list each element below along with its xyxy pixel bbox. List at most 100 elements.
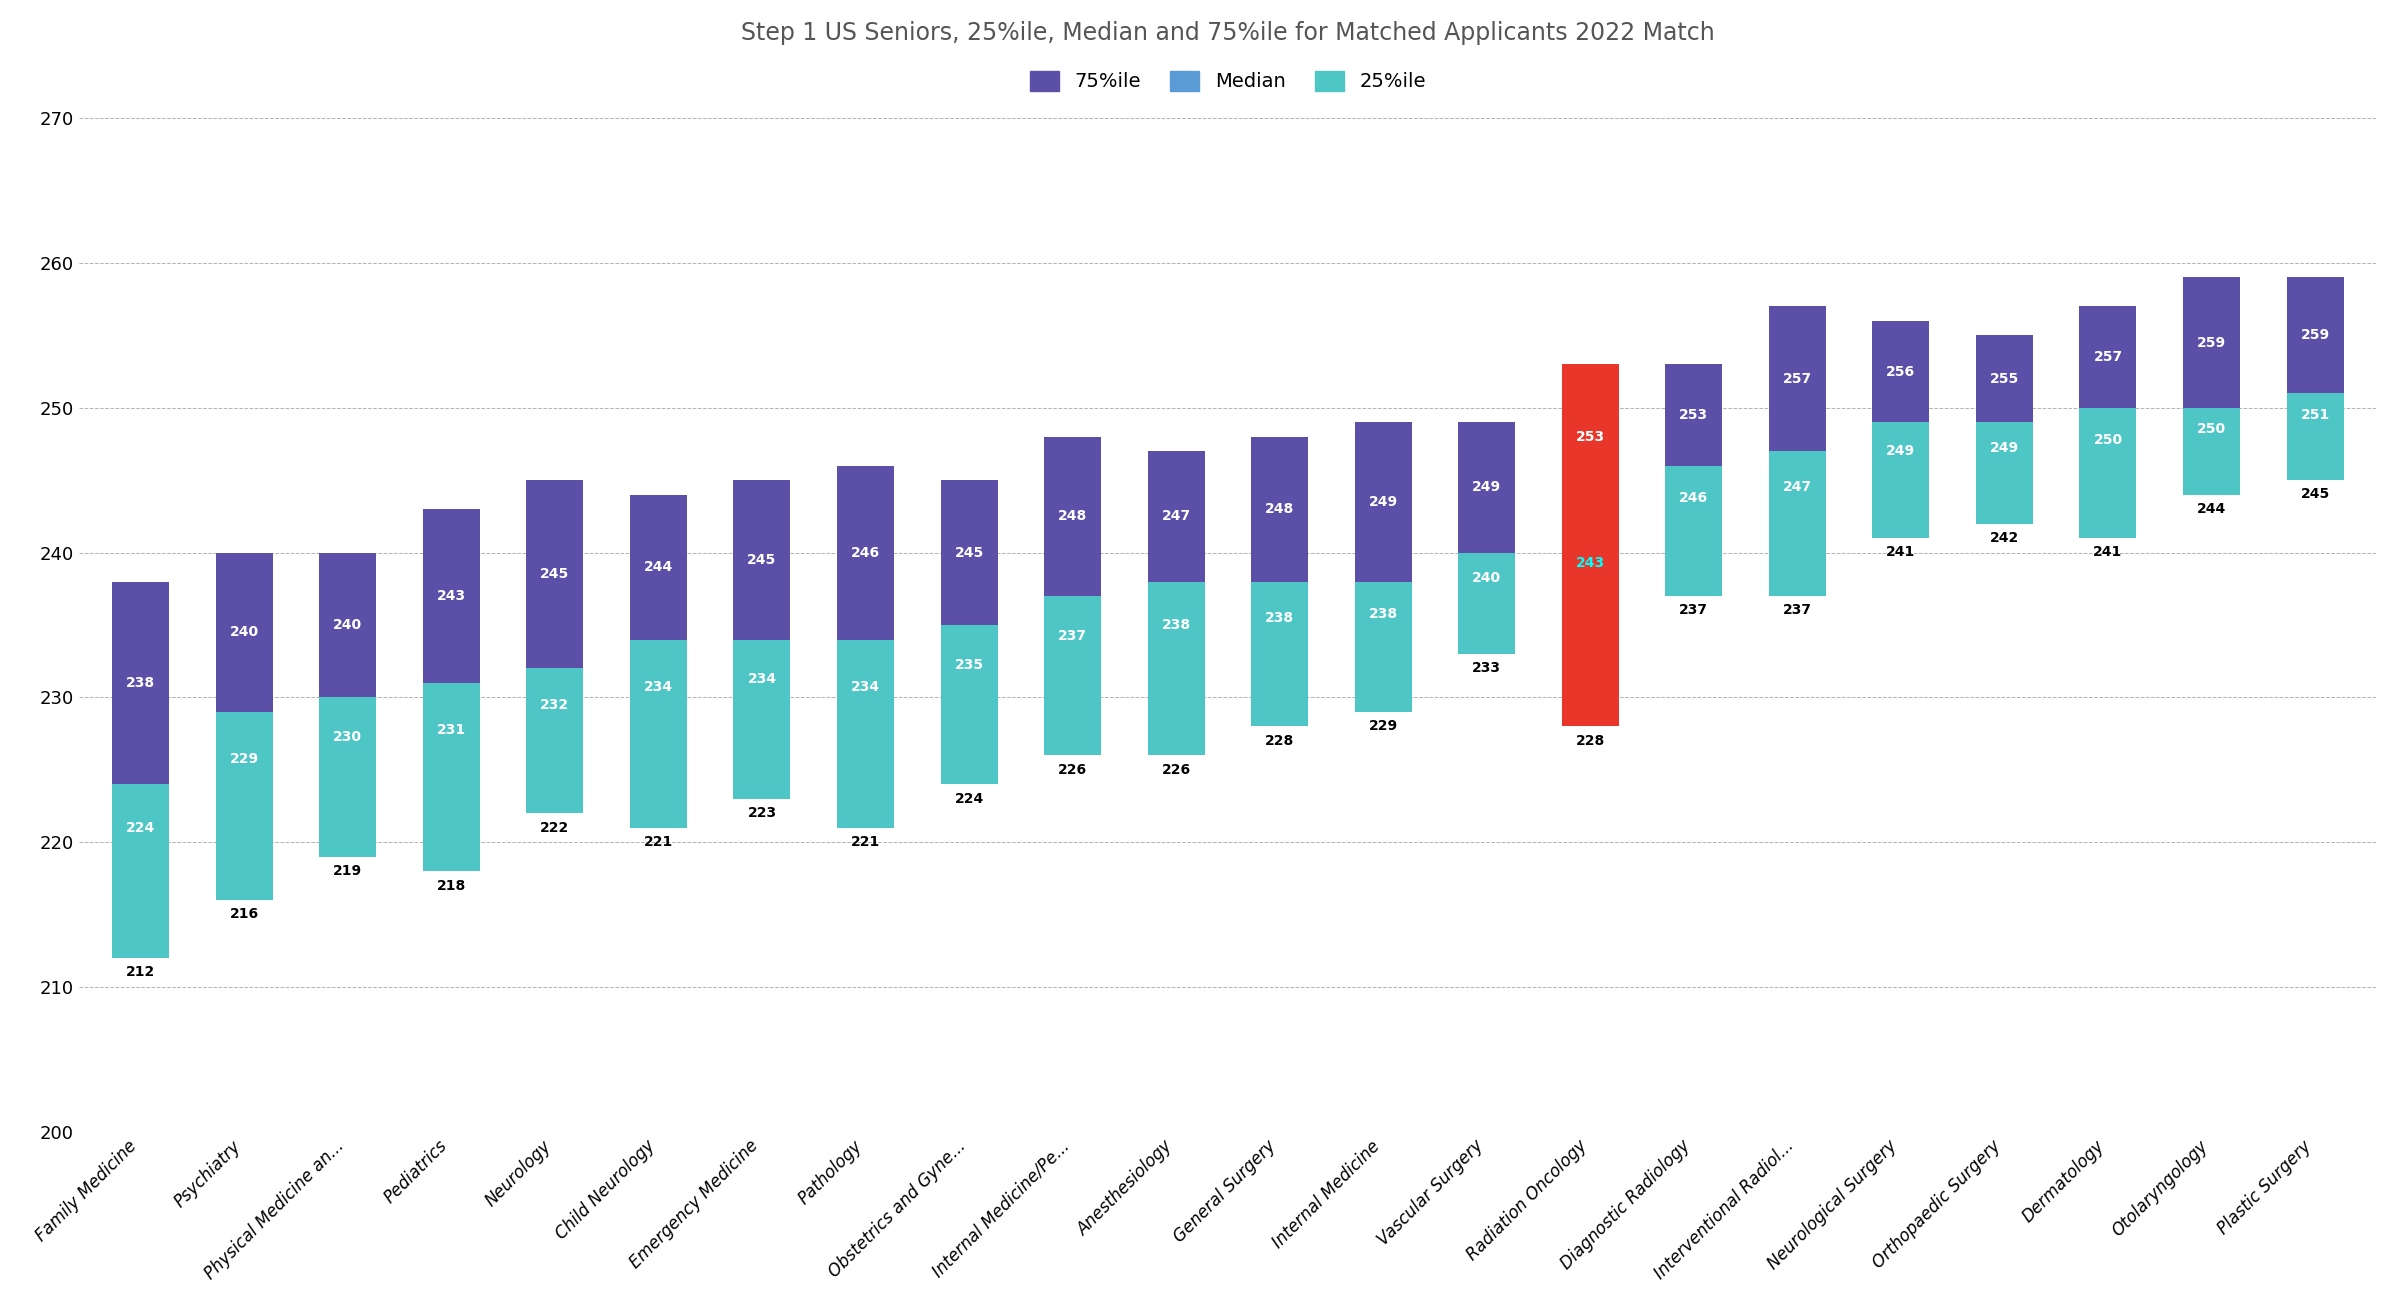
Text: 237: 237	[1058, 629, 1086, 643]
Text: 226: 226	[1058, 763, 1086, 777]
Text: 242: 242	[1990, 531, 2019, 545]
Bar	[2182, 408, 2240, 494]
Bar	[1976, 335, 2034, 422]
Text: 216: 216	[230, 908, 259, 922]
Text: 241: 241	[2093, 545, 2122, 559]
Bar	[528, 669, 583, 814]
Text: 245: 245	[748, 553, 777, 567]
Text: 251: 251	[2300, 408, 2331, 422]
Bar	[2182, 278, 2240, 408]
Text: 243: 243	[1575, 557, 1604, 570]
Bar	[113, 582, 170, 785]
Text: 240: 240	[1472, 571, 1501, 585]
Text: 257: 257	[1782, 372, 1813, 386]
Bar	[2288, 278, 2343, 394]
Text: 240: 240	[333, 618, 362, 632]
Text: 245: 245	[954, 545, 983, 559]
Bar	[1561, 509, 1619, 726]
Bar	[1355, 582, 1412, 712]
Bar	[2079, 306, 2137, 408]
Text: 223: 223	[748, 806, 777, 820]
Bar	[1458, 422, 1516, 553]
Text: 244: 244	[2197, 502, 2225, 516]
Text: 253: 253	[1575, 430, 1604, 443]
Text: 255: 255	[1990, 372, 2019, 386]
Text: 253: 253	[1679, 408, 1707, 422]
Bar	[319, 698, 376, 857]
Text: 243: 243	[436, 589, 465, 602]
Text: 232: 232	[540, 698, 568, 712]
Bar	[422, 683, 480, 871]
Text: 221: 221	[643, 835, 674, 849]
Bar	[1664, 364, 1722, 466]
Text: 237: 237	[1782, 604, 1813, 617]
Bar	[1043, 596, 1101, 755]
Text: 233: 233	[1472, 661, 1501, 675]
Text: 259: 259	[2300, 329, 2328, 343]
Text: 238: 238	[1266, 610, 1295, 625]
Text: 228: 228	[1266, 734, 1295, 747]
Text: 246: 246	[851, 545, 880, 559]
Text: 238: 238	[1161, 618, 1192, 632]
Bar	[1873, 321, 1930, 422]
Bar	[1252, 582, 1309, 726]
Title: Step 1 US Seniors, 25%ile, Median and 75%ile for Matched Applicants 2022 Match: Step 1 US Seniors, 25%ile, Median and 75…	[741, 21, 1715, 44]
Text: 241: 241	[1887, 545, 1916, 559]
Text: 222: 222	[540, 820, 568, 835]
Bar	[319, 553, 376, 698]
Text: 238: 238	[127, 675, 156, 690]
Legend: 75%ile, Median, 25%ile: 75%ile, Median, 25%ile	[1022, 63, 1434, 99]
Bar	[528, 480, 583, 669]
Text: 245: 245	[540, 567, 568, 582]
Bar	[734, 639, 791, 799]
Bar	[1770, 451, 1825, 596]
Bar	[837, 639, 894, 828]
Text: 230: 230	[333, 730, 362, 745]
Text: 224: 224	[954, 792, 983, 806]
Text: 234: 234	[645, 679, 674, 694]
Text: 240: 240	[230, 625, 259, 639]
Bar	[1149, 582, 1204, 755]
Text: 259: 259	[2197, 335, 2225, 349]
Bar	[113, 785, 170, 958]
Text: 257: 257	[2093, 349, 2122, 364]
Text: 234: 234	[748, 673, 777, 686]
Bar	[734, 480, 791, 639]
Text: 256: 256	[1887, 365, 1916, 378]
Text: 219: 219	[333, 865, 362, 878]
Bar	[631, 639, 686, 828]
Text: 238: 238	[1369, 608, 1398, 621]
Bar	[1355, 422, 1412, 582]
Text: 237: 237	[1679, 604, 1707, 617]
Text: 250: 250	[2197, 422, 2225, 437]
Text: 224: 224	[127, 820, 156, 835]
Text: 248: 248	[1266, 502, 1295, 516]
Text: 218: 218	[436, 879, 465, 892]
Bar	[1458, 553, 1516, 655]
Bar	[1043, 437, 1101, 596]
Bar	[2288, 394, 2343, 480]
Text: 245: 245	[2300, 488, 2331, 502]
Bar	[1149, 451, 1204, 582]
Text: 250: 250	[2093, 433, 2122, 447]
Bar	[1770, 306, 1825, 451]
Text: 248: 248	[1058, 510, 1086, 523]
Text: 249: 249	[1472, 480, 1501, 494]
Bar	[216, 712, 273, 900]
Text: 221: 221	[851, 835, 880, 849]
Text: 249: 249	[1369, 496, 1398, 509]
Text: 246: 246	[1679, 492, 1707, 505]
Text: 249: 249	[1990, 441, 2019, 455]
Bar	[1976, 422, 2034, 524]
Text: 229: 229	[1369, 720, 1398, 733]
Bar	[1561, 364, 1619, 509]
Text: 231: 231	[436, 722, 465, 737]
Text: 234: 234	[851, 679, 880, 694]
Bar	[216, 553, 273, 712]
Text: 244: 244	[643, 561, 674, 574]
Text: 247: 247	[1782, 480, 1813, 494]
Text: 212: 212	[127, 965, 156, 979]
Text: 226: 226	[1161, 763, 1192, 777]
Bar	[631, 494, 686, 639]
Bar	[2079, 408, 2137, 539]
